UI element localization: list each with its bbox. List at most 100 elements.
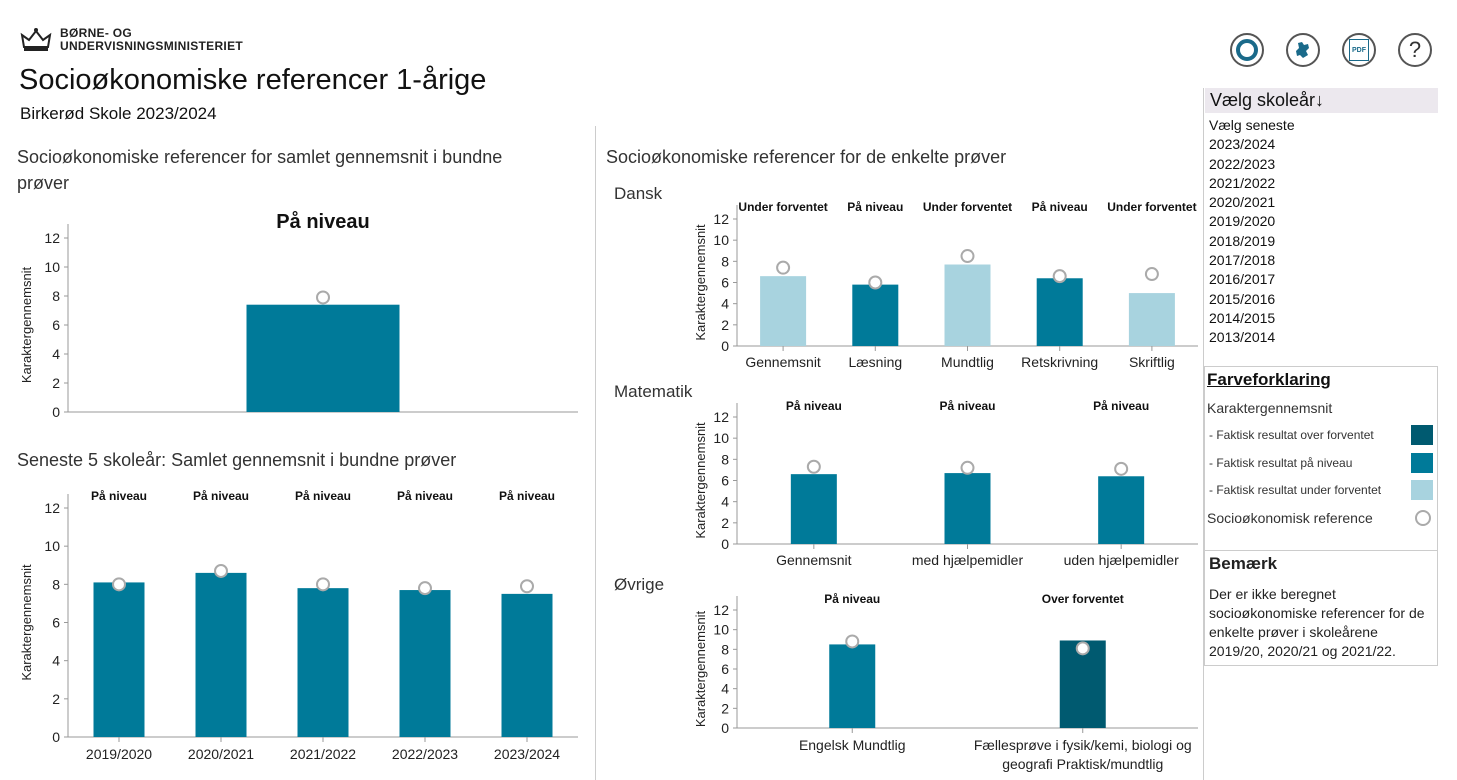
bar: [852, 284, 899, 346]
year-option[interactable]: 2018/2019: [1209, 232, 1276, 249]
reference-marker: [806, 459, 821, 474]
year-selector-title: Vælg skoleår: [1210, 90, 1316, 110]
x-tick-label: Retskrivning: [1021, 354, 1098, 370]
y-tick-label: 2: [52, 375, 60, 391]
y-tick-label: 6: [52, 317, 60, 333]
bar: [944, 473, 991, 544]
dansk-title: Dansk: [614, 184, 663, 203]
year-option[interactable]: 2019/2020: [1209, 213, 1276, 230]
year-option[interactable]: 2021/2022: [1209, 174, 1276, 191]
ovrige-chart: 0 2 4 6 8 10 12 Karaktergennemsnit På niveau Enge…: [693, 592, 1198, 772]
y-tick-label: 2: [721, 317, 729, 333]
y-tick-label: 0: [721, 720, 729, 736]
bar: [1128, 293, 1175, 346]
y-tick-label: 8: [52, 576, 60, 592]
page-subtitle: Birkerød Skole 2023/2024: [20, 104, 217, 123]
note-title: Bemærk: [1209, 554, 1278, 573]
reference-marker: [960, 460, 975, 475]
year-option[interactable]: 2020/2021: [1209, 194, 1276, 211]
bar: [246, 304, 400, 412]
reference-marker: [112, 577, 126, 592]
status-label: Over forventet: [1042, 592, 1124, 606]
x-tick-label: Gennemsnit: [776, 552, 852, 568]
y-tick-label: 0: [52, 404, 60, 420]
bar: [760, 276, 807, 346]
reference-marker: [868, 275, 883, 290]
x-tick-label-line: Fællesprøve i fysik/kemi, biologi og: [974, 737, 1192, 753]
y-axis-label: Karaktergennemsnit: [693, 224, 708, 341]
legend-over-row: - Faktisk resultat over forventet: [1209, 425, 1433, 445]
bar: [1098, 476, 1145, 544]
column-divider-right: [1203, 88, 1204, 780]
y-tick-label: 2: [52, 691, 60, 707]
y-axis-label: Karaktergennemsnit: [693, 610, 708, 727]
y-tick-label: 6: [721, 473, 729, 489]
x-tick-label: 2023/2024: [494, 746, 560, 762]
y-tick-label: 12: [713, 409, 729, 425]
year-option[interactable]: 2014/2015: [1209, 309, 1276, 326]
status-label: På niveau: [1093, 399, 1149, 413]
year-selector-header[interactable]: Vælg skoleår ↓: [1205, 88, 1438, 113]
year-option[interactable]: 2023/2024: [1209, 136, 1276, 153]
x-tick-label: 2020/2021: [188, 746, 254, 762]
bar: [944, 264, 991, 346]
reference-marker: [1114, 461, 1129, 476]
status-label: På niveau: [1032, 200, 1088, 214]
total-chart-title: Socioøkonomiske referencer for samlet ge…: [17, 147, 503, 193]
crown-icon: [20, 28, 52, 51]
status-label: På niveau: [276, 210, 369, 233]
x-tick-label: Gennemsnit: [745, 354, 821, 370]
matematik-chart: 0 2 4 6 8 10 12 Karaktergennemsnit På niveau Genn…: [693, 399, 1198, 568]
y-tick-label: 0: [52, 729, 60, 745]
x-tick-label: Læsning: [848, 354, 902, 370]
bar: [790, 474, 837, 544]
status-label: På niveau: [499, 489, 555, 503]
status-label: På niveau: [786, 399, 842, 413]
bar: [399, 590, 451, 737]
note-text: Der er ikke beregnet socioøkonomiske ref…: [1209, 586, 1425, 659]
reference-marker: [520, 579, 534, 594]
y-tick-label: 8: [721, 641, 729, 657]
y-axis-label: Karaktergennemsnit: [693, 422, 708, 539]
help-label: ?: [1408, 37, 1422, 62]
help-icon[interactable]: ?: [1398, 33, 1432, 67]
year-option[interactable]: 2015/2016: [1209, 290, 1276, 307]
legend-niveau-row: - Faktisk resultat på niveau: [1209, 453, 1433, 473]
map-icon[interactable]: [1286, 33, 1320, 67]
pdf-label: PDF: [1349, 39, 1369, 61]
bar: [1036, 278, 1083, 346]
reference-marker: [845, 634, 860, 649]
year-option[interactable]: 2016/2017: [1209, 271, 1276, 288]
status-label: Under forventet: [923, 200, 1012, 214]
legend-panel: Farveforklaring Karaktergennemsnit - Fak…: [1204, 366, 1438, 552]
bar: [501, 593, 553, 737]
status-label: På niveau: [847, 200, 903, 214]
legend-under-row: - Faktisk resultat under forventet: [1209, 480, 1433, 500]
reference-marker: [1052, 269, 1067, 284]
year-option[interactable]: 2022/2023: [1209, 155, 1276, 172]
x-tick-label: 2019/2020: [86, 746, 152, 762]
status-label: På niveau: [939, 399, 995, 413]
legend-title: Farveforklaring: [1207, 370, 1331, 389]
legend-reference-row: Socioøkonomisk reference: [1207, 510, 1433, 526]
x-tick-label-line: geografi Praktisk/mundtlig: [1002, 756, 1163, 772]
status-label: Under forventet: [738, 200, 827, 214]
total-chart: 0 2 4 6 8 10 12 Karaktergennemsnit På niveau: [19, 210, 578, 420]
y-tick-label: 10: [44, 259, 60, 275]
year-list: Vælg seneste 2023/2024 2022/2023 2021/2022 2…: [1205, 113, 1438, 348]
y-tick-label: 10: [44, 538, 60, 554]
pdf-icon[interactable]: PDF: [1342, 33, 1376, 67]
y-tick-label: 10: [713, 430, 729, 446]
refresh-icon[interactable]: [1230, 33, 1264, 67]
status-label: Under forventet: [1107, 200, 1196, 214]
y-tick-label: 8: [721, 451, 729, 467]
year-option[interactable]: 2013/2014: [1209, 329, 1276, 346]
year-option[interactable]: 2017/2018: [1209, 252, 1276, 269]
legend-over-label: - Faktisk resultat over forventet: [1209, 428, 1374, 442]
dansk-chart: 0 2 4 6 8 10 12 Karaktergennemsnit Under forvent…: [693, 200, 1198, 370]
year-selector: Vælg skoleår ↓ Vælg seneste 2023/2024 2022…: [1205, 88, 1438, 348]
year-option[interactable]: Vælg seneste: [1209, 117, 1295, 133]
bar: [297, 588, 349, 737]
logo-line-2: UNDERVISNINGSMINISTERIET: [60, 39, 243, 53]
reference-marker: [1075, 641, 1090, 656]
